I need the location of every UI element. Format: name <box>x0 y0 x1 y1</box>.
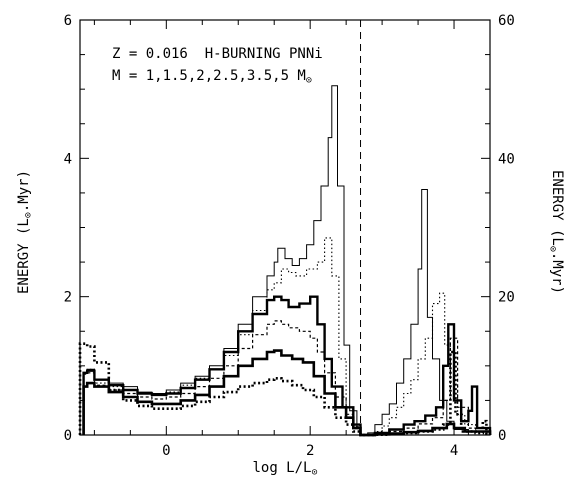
x-axis-label-text: log L/L <box>252 460 311 476</box>
x-axis-label-sun: ⊙ <box>311 467 317 478</box>
x-tick-label: 2 <box>306 443 314 459</box>
annotation-line2-text: M = 1,1.5,2,2.5,3.5,5 M <box>112 68 306 84</box>
x-tick-label: 4 <box>450 443 458 459</box>
series-layer <box>78 85 492 437</box>
annotation-line2: M = 1,1.5,2,2.5,3.5,5 M⊙ <box>112 68 312 86</box>
y-right-tick-label: 0 <box>498 428 506 444</box>
y-left-label-text: ENERGY (L <box>16 218 32 294</box>
series-thin-solid <box>83 85 490 436</box>
series-thick-dotted <box>78 342 492 437</box>
y-left-tick-label: 2 <box>64 290 72 306</box>
series-thick-solid <box>82 295 492 437</box>
y-left-tick-label: 0 <box>64 428 72 444</box>
y-right-tick-label: 60 <box>498 13 515 29</box>
y-right-label-end: .Myr) <box>549 252 565 294</box>
y-left-label-end: .Myr) <box>16 170 32 212</box>
y-axis-label-left: ENERGY (L⊙.Myr) <box>16 170 34 294</box>
y-right-label-text: ENERGY (L <box>549 170 565 246</box>
y-axis-label-right: ENERGY (L⊙.Myr) <box>547 170 565 294</box>
y-right-label-sun: ⊙ <box>547 246 558 252</box>
series-thin-dotted <box>83 237 491 436</box>
y-right-tick-label: 20 <box>498 290 515 306</box>
y-right-tick-label: 40 <box>498 151 515 167</box>
annotation-block: Z = 0.016 H-BURNING PNNi M = 1,1.5,2,2.5… <box>112 46 323 86</box>
y-left-label-sun: ⊙ <box>23 212 34 218</box>
x-tick-label: 0 <box>162 443 170 459</box>
annotation-line2-sun: ⊙ <box>306 75 312 86</box>
y-left-tick-label: 6 <box>64 13 72 29</box>
x-axis-label: log L/L⊙ <box>252 460 317 478</box>
y-left-tick-label: 4 <box>64 151 72 167</box>
series-thin-dashed <box>83 320 491 436</box>
annotation-line1: Z = 0.016 H-BURNING PNNi <box>112 46 323 62</box>
